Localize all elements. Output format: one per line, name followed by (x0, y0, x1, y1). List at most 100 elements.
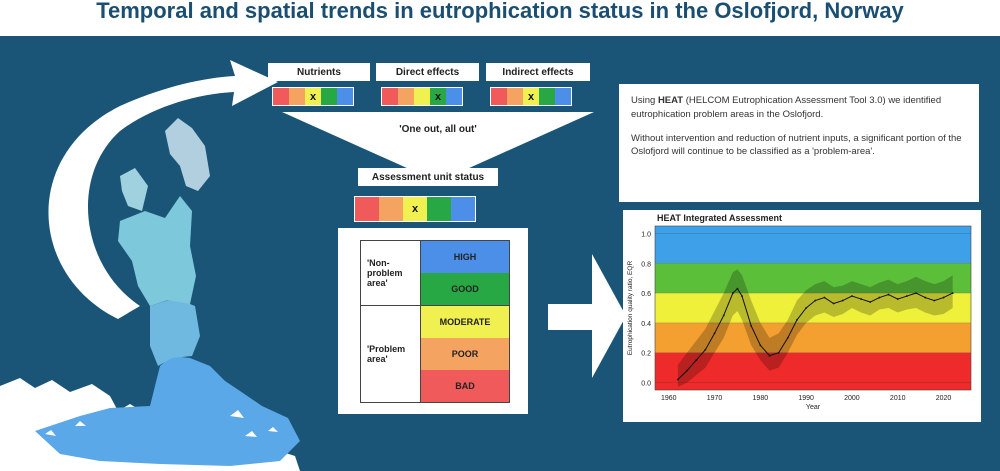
data-point (805, 307, 808, 309)
infographic-panel: Nutrients Direct effects Indirect effect… (0, 36, 1000, 471)
curved-arrow-icon (48, 60, 278, 319)
data-point (686, 369, 688, 372)
non-problem-label: 'Non-problem area' (361, 241, 421, 305)
data-point (814, 299, 817, 302)
x-tick-label: 2010 (890, 395, 906, 402)
swatch-good (427, 197, 451, 221)
data-point (887, 293, 890, 296)
status-band-0 (655, 226, 971, 264)
nutrients-swatches: x (272, 87, 354, 106)
swatch-bad (273, 88, 289, 105)
data-point (896, 298, 899, 300)
status-moderate: MODERATE (421, 306, 509, 338)
data-point (736, 287, 739, 290)
swatch-high (451, 197, 475, 221)
status-poor: POOR (421, 338, 509, 370)
chart-svg: 0.0 0.2 0.4 0.6 0.8 1.0 1960 1970 1980 1990 2000 20… (627, 225, 972, 411)
status-high: HIGH (421, 241, 509, 273)
direct-effects-label: Direct effects (376, 63, 479, 81)
y-tick-label: 0.4 (641, 321, 651, 328)
status-good: GOOD (421, 273, 509, 305)
status-classification-box: 'Non-problem area' HIGH GOOD 'Problem ar… (338, 228, 528, 414)
data-point (704, 348, 707, 351)
x-tick-label: 1960 (661, 395, 677, 402)
swatch-high (446, 88, 462, 105)
data-point (722, 314, 725, 317)
chart-title: HEAT Integrated Assessment (657, 213, 783, 223)
problem-label: 'Problem area' (361, 306, 421, 402)
info-p1-pre: Using (631, 95, 658, 106)
page-title: Temporal and spatial trends in eutrophic… (96, 0, 904, 23)
fjord-middle-area (150, 298, 200, 366)
swatch-bad (491, 88, 507, 105)
swatch-poor (507, 88, 523, 105)
data-point (777, 351, 780, 354)
info-p1-bold: HEAT (657, 95, 684, 106)
data-point (676, 378, 679, 381)
status-band-1 (655, 263, 971, 294)
y-tick-label: 1.0 (641, 231, 651, 238)
info-box: Using HEAT (HELCOM Eutrophication Assess… (619, 84, 979, 202)
indirect-effects-label: Indirect effects (486, 63, 590, 81)
status-grid: 'Non-problem area' HIGH GOOD 'Problem ar… (360, 240, 510, 403)
nutrients-label: Nutrients (268, 63, 370, 81)
problem-group: 'Problem area' MODERATE POOR BAD (361, 305, 509, 402)
data-point (786, 336, 789, 339)
swatch-poor (398, 88, 414, 105)
data-point (905, 295, 908, 297)
data-point (924, 296, 927, 299)
data-point (713, 332, 716, 335)
one-out-all-out-label: 'One out, all out' (399, 124, 477, 135)
data-point (841, 299, 844, 302)
status-band-2 (655, 293, 971, 323)
plot-frame (654, 225, 972, 391)
x-tick-label: 2000 (844, 395, 860, 402)
assessment-swatches: x (354, 196, 476, 222)
direct-effects-swatches: x (381, 87, 463, 106)
x-tick-label: 1970 (707, 395, 723, 402)
x-axis-label: Year (806, 404, 821, 411)
info-paragraph-2: Without intervention and reduction of nu… (631, 132, 962, 158)
data-point (741, 295, 743, 297)
swatch-poor (379, 197, 403, 221)
swatch-moderate: x (523, 88, 539, 105)
non-problem-group: 'Non-problem area' HIGH GOOD (361, 241, 509, 305)
info-p1-post: (HELCOM Eutrophication Assessment Tool 3… (631, 95, 942, 120)
swatch-high (337, 88, 353, 105)
swatch-bad (355, 197, 379, 221)
funnel-arrow-icon (282, 112, 594, 182)
island-shapes (45, 410, 278, 437)
swatch-good (321, 88, 337, 105)
map-illustration (0, 60, 626, 471)
x-tick-label: 1990 (798, 395, 814, 402)
swatch-poor (289, 88, 305, 105)
data-point (695, 359, 698, 362)
data-point (933, 299, 936, 302)
x-tick-label: 2020 (936, 395, 952, 402)
data-point (851, 295, 853, 297)
data-point (768, 354, 771, 357)
status-band-4 (655, 352, 971, 390)
swatch-moderate (414, 88, 430, 105)
indirect-effects-swatches: x (490, 87, 572, 106)
eqr-line (677, 287, 953, 380)
y-tick-label: 0.0 (641, 381, 651, 388)
status-bad: BAD (421, 370, 509, 402)
data-point (823, 296, 826, 299)
data-point (878, 296, 881, 299)
swatch-good: x (430, 88, 446, 105)
y-tick-label: 0.6 (641, 291, 651, 298)
data-point (731, 292, 734, 294)
confidence-band (677, 269, 953, 388)
y-tick-label: 0.2 (641, 351, 651, 358)
assessment-unit-label: Assessment unit status (358, 168, 498, 186)
data-point (915, 292, 917, 294)
fjord-outer-area (35, 356, 300, 466)
heat-chart: HEAT Integrated Assessment 0.0 0.2 0.4 0.6 0… (623, 210, 981, 422)
swatch-moderate: x (403, 197, 427, 221)
swatch-moderate: x (305, 88, 321, 105)
fjord-inner-area (118, 196, 196, 306)
data-point (860, 298, 862, 300)
swatch-bad (382, 88, 398, 105)
info-paragraph-1: Using HEAT (HELCOM Eutrophication Assess… (631, 94, 967, 122)
